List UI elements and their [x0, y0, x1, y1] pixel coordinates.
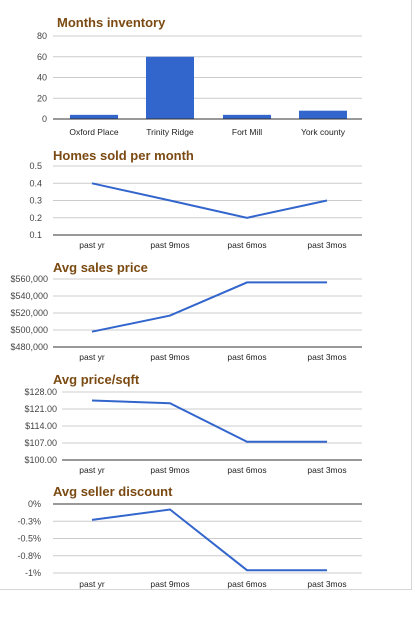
page-frame: [0, 0, 412, 590]
y-tick-label: $540,000: [10, 291, 48, 301]
bar: [146, 56, 194, 119]
x-tick-label: past 3mos: [307, 240, 346, 250]
x-tick-label: Trinity Ridge: [146, 127, 194, 137]
x-tick-label: past yr: [79, 579, 105, 589]
x-tick-label: past 6mos: [227, 579, 266, 589]
x-tick-label: past 3mos: [307, 352, 346, 362]
chart-title: Avg sales price: [53, 260, 148, 275]
y-tick-label: 0%: [28, 499, 41, 509]
y-tick-label: $107.00: [24, 438, 57, 448]
bar: [70, 114, 118, 119]
chart-title: Months inventory: [57, 15, 166, 30]
y-tick-label: 0.1: [29, 230, 42, 240]
y-tick-label: -0.8%: [17, 551, 41, 561]
y-tick-label: -1%: [25, 568, 41, 578]
x-tick-label: past yr: [79, 465, 105, 475]
x-tick-label: past yr: [79, 352, 105, 362]
chart-4: Avg price/sqft$128.00 $121.00 $114.00 $107.…: [24, 372, 362, 475]
y-tick-label: $114.00: [25, 421, 57, 431]
chart-1: Months inventory 80 60 40 20 0 Oxford Place Tri…: [37, 15, 362, 137]
y-tick-label: 20: [37, 93, 47, 103]
x-tick-label: past 6mos: [227, 240, 266, 250]
y-tick-label: $100.00: [24, 455, 57, 465]
y-tick-label: -0.5%: [17, 534, 41, 544]
series-line: [91, 399, 327, 443]
x-tick-label: past 3mos: [307, 465, 346, 475]
y-tick-label: 0.3: [29, 196, 42, 206]
y-tick-label: $500,000: [10, 325, 48, 335]
x-tick-label: York county: [301, 127, 346, 137]
series-line: [91, 508, 327, 572]
y-tick-label: -0.3%: [17, 516, 41, 526]
bar: [299, 110, 347, 119]
x-tick-label: past yr: [79, 240, 105, 250]
y-tick-label: $121.00: [24, 404, 57, 414]
x-tick-label: past 9mos: [150, 465, 189, 475]
x-tick-label: past 9mos: [150, 240, 189, 250]
y-tick-label: 80: [37, 31, 47, 41]
chart-2: Homes sold per month 0.5 0.4 0.3 0.2 0.1 past …: [29, 148, 362, 250]
chart-3: Avg sales price $560,000 $540,000 $520,000 $…: [10, 260, 362, 362]
x-tick-label: past 3mos: [307, 579, 346, 589]
y-tick-label: 0.4: [29, 178, 42, 188]
series-line: [91, 281, 327, 333]
y-tick-label: 40: [37, 73, 47, 83]
chart-title: Avg seller discount: [53, 484, 173, 499]
x-tick-label: past 6mos: [227, 465, 266, 475]
x-tick-label: past 6mos: [227, 352, 266, 362]
x-tick-label: past 9mos: [150, 352, 189, 362]
y-tick-label: 0.2: [29, 213, 42, 223]
y-tick-label: $128.00: [24, 387, 57, 397]
y-tick-label: 60: [37, 52, 47, 62]
chart-5: Avg seller discount 0% -0.3% -0.5% -0.8% -1% p…: [17, 484, 362, 589]
bar: [223, 114, 271, 119]
x-tick-label: Fort Mill: [232, 127, 262, 137]
y-tick-label: 0.5: [29, 161, 42, 171]
y-tick-label: $480,000: [10, 342, 48, 352]
x-tick-label: Oxford Place: [69, 127, 118, 137]
y-tick-label: $560,000: [10, 274, 48, 284]
chart-title: Avg price/sqft: [53, 372, 140, 387]
y-tick-label: 0: [42, 114, 47, 124]
series-line: [91, 182, 328, 219]
x-tick-label: past 9mos: [150, 579, 189, 589]
chart-title: Homes sold per month: [53, 148, 194, 163]
y-tick-label: $520,000: [10, 308, 48, 318]
